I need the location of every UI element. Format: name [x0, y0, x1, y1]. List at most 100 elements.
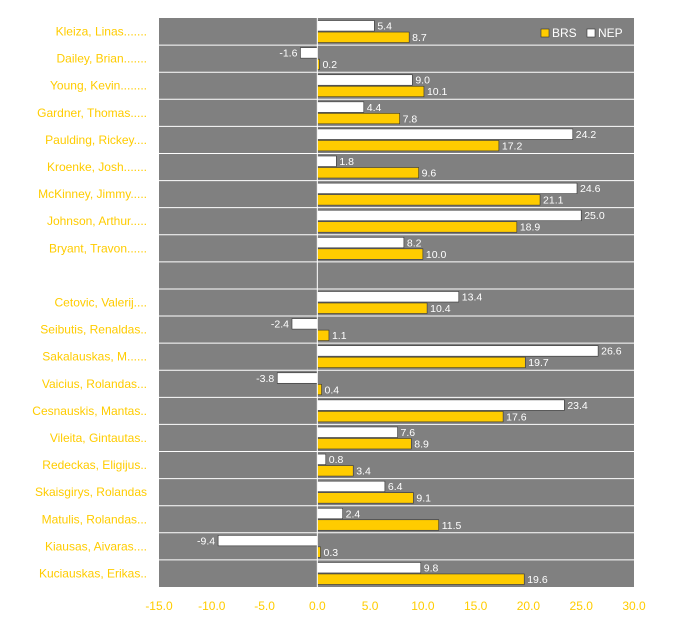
category-label: Vaicius, Rolandas... [42, 377, 147, 391]
value-label-nep: 4.4 [367, 102, 382, 114]
x-axis-tick-labels: -15.0 -10.0 -5.0 0.0 5.0 10.0 15.0 20.0 25.0 30.0 [145, 599, 646, 613]
value-label-brs: 19.7 [528, 357, 549, 369]
bar-nep [317, 507, 343, 520]
category-label: McKinney, Jimmy..... [38, 187, 147, 201]
category-label: Kroenke, Josh....... [47, 160, 147, 174]
value-label-nep: -1.6 [279, 48, 297, 60]
bar-nep [317, 155, 337, 167]
value-label-brs: 10.4 [430, 303, 451, 315]
category-label: Kiausas, Aivaras.... [45, 539, 147, 553]
value-label-brs: 21.1 [543, 195, 564, 207]
value-label-brs: 0.2 [322, 59, 337, 71]
bar-brs [317, 519, 440, 531]
bar-nep [317, 237, 405, 249]
value-label-brs: 9.1 [416, 493, 431, 505]
x-tick-label: -15.0 [145, 599, 173, 613]
value-label-nep: 24.2 [576, 129, 597, 141]
bar-brs [317, 31, 410, 43]
value-label-nep: 6.4 [388, 481, 403, 493]
bar-brs [317, 411, 504, 423]
value-label-brs: 17.2 [502, 140, 523, 152]
value-label-brs: 9.6 [422, 168, 437, 180]
category-label: Paulding, Rickey.... [45, 133, 147, 147]
value-label-brs: 0.4 [325, 384, 340, 396]
bar-nep [317, 426, 398, 438]
bar-brs [317, 329, 330, 341]
legend-swatch-nep [586, 28, 596, 38]
value-label-nep: 8.2 [407, 237, 422, 249]
bar-brs [317, 302, 428, 314]
x-tick-label: 25.0 [570, 599, 594, 613]
value-label-nep: 9.8 [424, 562, 439, 574]
bar-brs [317, 356, 526, 368]
value-label-brs: 3.4 [356, 466, 371, 478]
value-label-nep: -9.4 [197, 535, 215, 547]
value-label-nep: 7.6 [401, 427, 416, 439]
category-label: Matulis, Rolandas... [42, 512, 147, 526]
bar-nep [317, 20, 375, 32]
value-label-brs: 18.9 [520, 222, 541, 234]
x-tick-label: -10.0 [198, 599, 226, 613]
value-label-brs: 10.0 [426, 249, 447, 261]
value-label-nep: 0.8 [329, 454, 344, 466]
value-label-nep: 9.0 [415, 75, 430, 87]
value-label-brs: 1.1 [332, 330, 347, 342]
bar-nep [317, 101, 365, 113]
value-labels: 5.4 8.7 -1.6 0.2 9.010.1 4.4 7.8 24.2 17.2 1.8 9.6… [197, 21, 622, 586]
category-label: Bryant, Travon...... [49, 241, 147, 255]
bar-brs [317, 573, 525, 585]
value-label-brs: 17.6 [506, 411, 527, 423]
value-label-brs: 8.9 [414, 438, 429, 450]
value-label-nep: 23.4 [567, 400, 588, 412]
value-label-nep: 25.0 [584, 210, 605, 222]
bar-nep [291, 318, 318, 330]
x-tick-label: 30.0 [622, 599, 646, 613]
category-label: Cesnauskis, Mantas.. [32, 404, 147, 418]
bar-brs [317, 113, 400, 125]
value-label-brs: 11.5 [442, 520, 462, 532]
category-label: Sakalauskas, M...... [42, 350, 147, 364]
x-tick-label: 15.0 [464, 599, 488, 613]
plot-background [159, 18, 634, 587]
bar-brs [317, 383, 322, 396]
value-label-nep: -3.8 [256, 373, 274, 385]
category-labels: Kleiza, Linas....... Dailey, Brian.......… [32, 25, 147, 581]
category-label: Cetovic, Valerij.... [55, 296, 147, 310]
bar-nep [317, 562, 422, 574]
category-label: Johnson, Arthur..... [47, 214, 147, 228]
bar-nep [217, 535, 318, 547]
category-label: Skaisgirys, Rolandas [35, 485, 147, 499]
legend-swatch-brs [540, 28, 550, 38]
x-tick-label: 20.0 [517, 599, 541, 613]
value-label-brs: 0.3 [324, 547, 339, 559]
bar-brs [317, 465, 354, 477]
category-label: Redeckas, Eligijus.. [42, 458, 147, 472]
bar-brs [317, 492, 414, 504]
bars [217, 20, 599, 585]
value-label-brs: 8.7 [412, 32, 427, 44]
bar-nep [317, 209, 582, 222]
x-tick-label: 10.0 [411, 599, 435, 613]
legend-label-brs: BRS [552, 26, 577, 40]
value-label-nep: 24.6 [580, 183, 601, 195]
bar-brs [317, 438, 412, 450]
value-label-nep: 13.4 [462, 292, 483, 304]
bar-nep [317, 399, 565, 411]
category-label: Seibutis, Renaldas.. [40, 323, 147, 337]
bar-nep [317, 128, 574, 140]
category-label: Dailey, Brian....... [57, 52, 147, 66]
bar-brs [317, 140, 500, 152]
category-label: Vileita, Gintautas.. [50, 431, 147, 445]
value-label-nep: 5.4 [377, 21, 392, 33]
value-label-brs: 19.6 [527, 574, 548, 586]
bar-nep [276, 372, 318, 384]
bar-brs [317, 221, 518, 233]
value-label-brs: 7.8 [403, 113, 418, 125]
bar-nep [317, 345, 599, 357]
category-label: Young, Kevin........ [50, 79, 147, 93]
bar-nep [317, 182, 578, 194]
bar-nep [300, 47, 318, 59]
value-label-nep: 1.8 [339, 156, 354, 168]
bar-brs [317, 248, 424, 260]
